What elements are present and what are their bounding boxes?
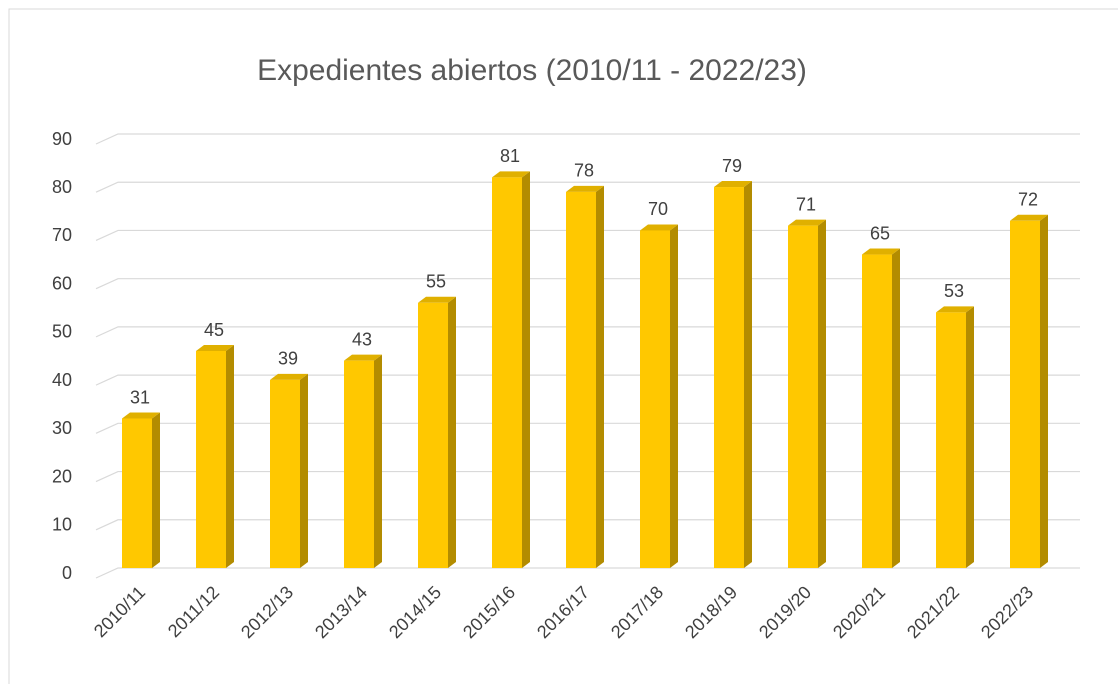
y-tick-label: 40	[52, 370, 72, 390]
y-tick-label: 50	[52, 322, 72, 342]
bar	[122, 418, 152, 568]
y-tick-label: 30	[52, 418, 72, 438]
y-tick-label: 20	[52, 466, 72, 486]
bar-side	[152, 412, 160, 568]
grid-line	[95, 519, 1080, 531]
grid-line	[95, 470, 1080, 483]
bar-side	[1040, 214, 1048, 569]
y-tick-label: 0	[62, 563, 72, 583]
y-tick-label: 70	[52, 225, 72, 245]
y-tick-label: 90	[52, 129, 72, 149]
bar-side	[892, 248, 900, 569]
value-label: 43	[352, 329, 372, 349]
x-tick-label: 2012/13	[237, 582, 297, 642]
x-tick-label: 2015/16	[459, 582, 519, 642]
bar	[714, 187, 744, 569]
bar-top	[714, 181, 752, 188]
bar	[936, 312, 966, 568]
chart-title: Expedientes abiertos (2010/11 - 2022/23)	[257, 54, 807, 87]
bar-top	[344, 354, 382, 361]
x-tick-label: 2014/15	[385, 582, 445, 642]
x-tick-label: 2020/21	[829, 582, 889, 642]
value-label: 81	[500, 146, 520, 166]
bar-side	[374, 354, 382, 568]
bar-side	[818, 219, 826, 568]
x-tick-label: 2016/17	[533, 582, 593, 642]
bar-top	[566, 185, 604, 192]
bar	[418, 302, 448, 568]
bar-side	[596, 185, 604, 568]
bar	[1010, 220, 1040, 569]
bar	[344, 360, 374, 568]
x-tick-label: 2019/20	[755, 582, 815, 642]
value-label: 65	[870, 223, 890, 243]
value-label: 53	[944, 281, 964, 301]
grid-line	[95, 278, 1080, 290]
bar	[492, 177, 522, 568]
bar	[566, 191, 596, 568]
bar-top	[492, 171, 530, 178]
value-label: 45	[204, 320, 224, 340]
value-label: 55	[426, 272, 446, 292]
value-label: 78	[574, 161, 594, 181]
bar-top	[862, 248, 900, 255]
bar-side	[448, 296, 456, 568]
bar	[270, 379, 300, 568]
bar	[640, 230, 670, 568]
grid-line	[95, 133, 1080, 145]
bar-top	[788, 219, 826, 226]
x-tick-label: 2013/14	[311, 582, 371, 642]
bar-side	[522, 171, 530, 568]
grid-line	[95, 422, 1080, 434]
bar	[788, 225, 818, 568]
y-tick-label: 80	[52, 177, 72, 197]
chart-border	[8, 8, 1118, 684]
bar-side	[670, 224, 678, 568]
bar-top	[640, 224, 678, 231]
bar-top	[1010, 214, 1048, 221]
grid-line	[95, 374, 1080, 386]
x-tick-label: 2021/22	[903, 582, 963, 642]
y-tick-label: 60	[52, 273, 72, 293]
x-tick-label: 2022/23	[977, 582, 1037, 642]
y-tick-label: 10	[52, 515, 72, 535]
grid-line	[95, 181, 1080, 193]
bar-top	[936, 306, 974, 313]
bar-side	[300, 373, 308, 568]
bar-top	[122, 412, 160, 419]
x-tick-label: 2017/18	[607, 582, 667, 642]
x-tick-label: 2018/19	[681, 582, 741, 642]
bar-side	[966, 306, 974, 568]
value-label: 72	[1018, 190, 1038, 210]
bar-top	[418, 296, 456, 303]
value-label: 71	[796, 194, 816, 214]
value-label: 79	[722, 156, 742, 176]
bar-side	[744, 181, 752, 569]
bar-top	[270, 373, 308, 380]
bar	[862, 254, 892, 569]
bar-top	[196, 345, 234, 351]
grid-line	[95, 229, 1080, 241]
value-label: 31	[130, 387, 150, 407]
grid-line	[95, 567, 1080, 579]
x-tick-label: 2010/11	[90, 582, 149, 641]
bar-side	[226, 345, 234, 568]
value-label: 39	[278, 349, 298, 369]
grid-line	[95, 326, 1080, 338]
value-label: 70	[648, 199, 668, 219]
x-tick-label: 2011/12	[164, 582, 223, 641]
bar	[196, 351, 226, 568]
